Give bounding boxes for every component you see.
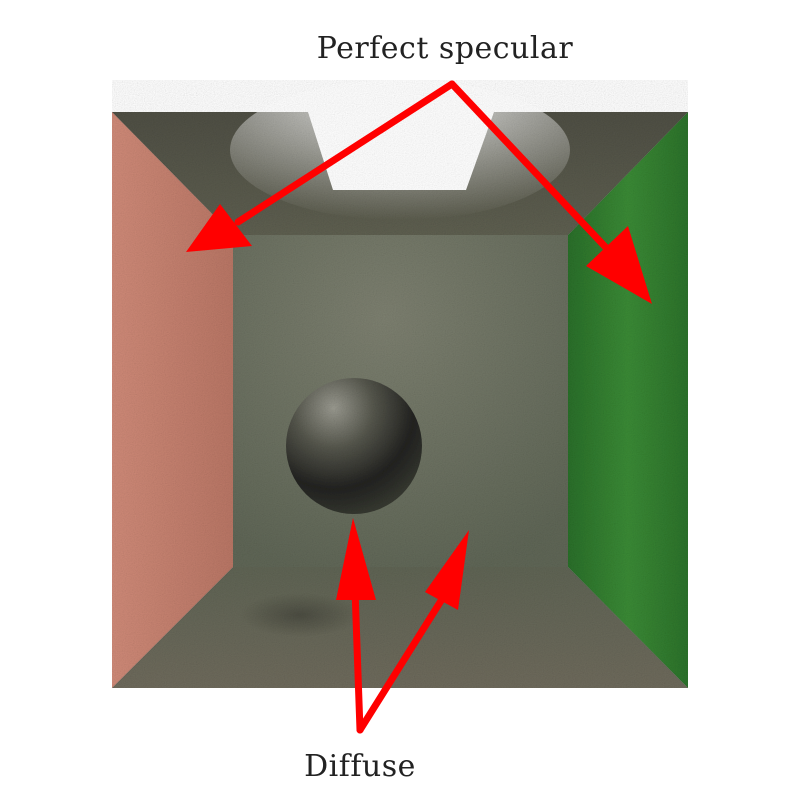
arrow-diffuse-right-head [425, 530, 469, 610]
label-diffuse: Diffuse [304, 749, 416, 784]
arrow-specular-right-shaft [448, 80, 616, 258]
sphere-shadow [240, 593, 360, 637]
left-wall [112, 112, 233, 688]
arrow-specular-left-head [186, 204, 252, 252]
diffuse-arrows [336, 518, 469, 734]
specular-arrows [186, 80, 652, 304]
arrow-diffuse-left-shaft [351, 586, 364, 734]
floor [112, 567, 688, 688]
area-light [308, 112, 494, 190]
arrow-specular-right-head [586, 226, 652, 304]
room [112, 80, 688, 688]
sphere [286, 378, 422, 514]
arrow-diffuse-left-head [336, 518, 376, 600]
label-perfect-specular: Perfect specular [316, 31, 574, 66]
arrow-diffuse-right-shaft [356, 592, 448, 734]
arrow-specular-left-shaft [234, 80, 456, 226]
